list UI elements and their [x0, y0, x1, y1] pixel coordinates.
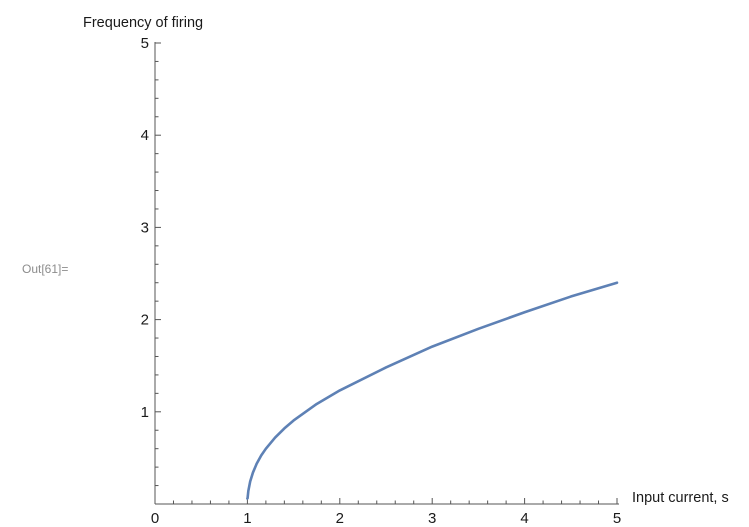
y-axis-label: Frequency of firing — [83, 15, 203, 31]
chart-series — [246, 281, 619, 500]
chart-ticks: 0 1 2 3 4 5 1 2 3 4 5 — [141, 35, 622, 527]
x-tick-label: 2 — [336, 510, 344, 527]
y-tick-label: 5 — [141, 35, 149, 52]
series-line-1 — [246, 281, 619, 500]
x-axis-label: Input current, s — [632, 490, 729, 506]
x-tick-label: 0 — [151, 510, 159, 527]
output-cell-label: Out[61]= — [22, 262, 69, 276]
x-tick-label: 3 — [428, 510, 436, 527]
y-tick-label: 2 — [141, 312, 149, 329]
y-tick-label: 4 — [141, 127, 149, 144]
x-tick-label: 4 — [520, 510, 528, 527]
chart-axes — [154, 42, 619, 505]
y-tick-label: 3 — [141, 219, 149, 236]
y-tick-label: 1 — [141, 404, 149, 421]
x-tick-label: 1 — [243, 510, 251, 527]
x-tick-label: 5 — [613, 510, 621, 527]
